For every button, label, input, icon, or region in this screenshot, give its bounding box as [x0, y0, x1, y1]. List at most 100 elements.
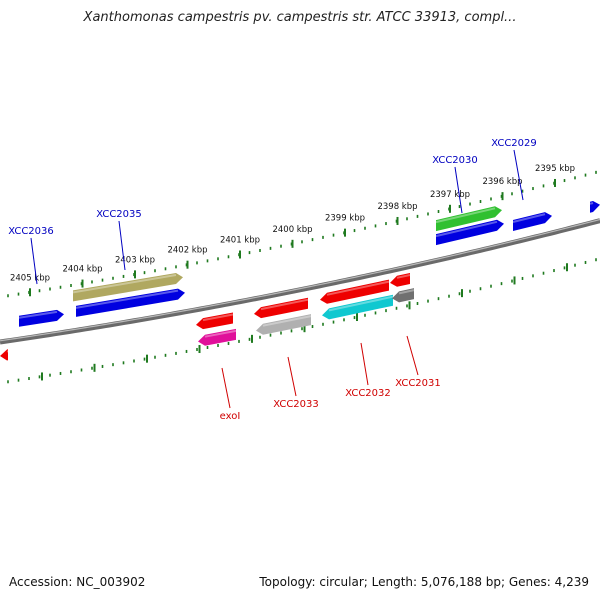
lower-ruler-major-tick [356, 313, 358, 322]
lower-ruler-minor-tick [259, 335, 261, 339]
gene-arrow-red-shine [260, 298, 309, 311]
upper-ruler-minor-tick [70, 284, 72, 288]
lower-ruler-minor-tick [280, 331, 282, 335]
lower-ruler-minor-tick [395, 306, 398, 310]
gene-label-xcc2035-leader [118, 220, 126, 271]
lower-ruler-minor-tick [374, 311, 377, 315]
upper-ruler-minor-tick [437, 210, 440, 214]
upper-ruler-minor-tick [280, 244, 282, 248]
gene-label-xcc2033[interactable]: XCC2033 [273, 399, 319, 410]
upper-ruler-minor-tick [332, 233, 335, 237]
gene-label-xcc2035[interactable]: XCC2035 [96, 209, 142, 220]
gene-arrow-dark-grey-shine [398, 289, 415, 295]
upper-ruler-major-tick [449, 204, 451, 213]
lower-ruler-major-tick [146, 354, 148, 363]
lower-ruler-minor-tick [532, 274, 534, 278]
lower-ruler-minor-tick [206, 345, 209, 349]
gene-arrow-red-body [196, 312, 233, 330]
chromosome-backbone [0, 218, 600, 345]
upper-ruler-minor-tick [584, 173, 587, 177]
gene-label-xcc2036[interactable]: XCC2036 [8, 226, 54, 237]
gene-label-exoi[interactable]: exoI [220, 411, 241, 422]
lower-ruler-minor-tick [59, 371, 62, 375]
upper-ruler-minor-tick [374, 224, 377, 228]
gene-arrow-blue[interactable] [18, 309, 64, 327]
gene-label-xcc2031[interactable]: XCC2031 [395, 378, 441, 389]
gene-label-xcc2029[interactable]: XCC2029 [491, 138, 537, 149]
lower-ruler-minor-tick [584, 260, 587, 264]
gene-arrow-green[interactable] [435, 206, 502, 232]
upper-ruler-minor-tick [217, 257, 219, 261]
upper-ruler-minor-tick [49, 287, 51, 291]
lower-ruler-major-tick [566, 263, 568, 272]
upper-ruler-major-tick [554, 178, 556, 187]
gene-arrow-red[interactable] [254, 297, 309, 319]
gene-arrow-red-shine [396, 274, 411, 279]
upper-ruler-minor-tick [227, 255, 230, 259]
lower-ruler-minor-tick [511, 279, 513, 283]
gene-arrow-red-shine [326, 280, 390, 296]
chromosome-backbone-highlight [0, 218, 600, 342]
lower-ruler-minor-tick [427, 299, 429, 303]
upper-ruler-minor-tick [521, 189, 524, 193]
gene-label-exoi-leader [221, 367, 231, 409]
lower-ruler-minor-tick [364, 313, 366, 317]
lower-ruler-minor-tick [175, 351, 177, 355]
gene-arrow-blue[interactable] [512, 212, 552, 231]
lower-ruler-minor-tick [164, 353, 167, 357]
gene-arrow-blue-body [76, 288, 185, 317]
gene-label-xcc2036-leader [30, 237, 38, 285]
gene-arrow-blue-body [513, 212, 552, 231]
lower-ruler-minor-tick [70, 370, 72, 374]
gene-label-xcc2032[interactable]: XCC2032 [345, 388, 391, 399]
lower-ruler-minor-tick [28, 377, 30, 381]
upper-ruler-minor-tick [479, 200, 482, 204]
lower-ruler-minor-tick [385, 309, 387, 313]
lower-ruler-minor-tick [269, 333, 272, 337]
gene-arrow-cyan-body [322, 294, 393, 320]
lower-ruler-major-tick [461, 289, 463, 298]
upper-ruler-minor-tick [59, 285, 62, 289]
gene-arrow-olive[interactable] [72, 273, 183, 302]
lower-ruler-major-tick [408, 301, 411, 310]
gene-arrow-grey[interactable] [256, 314, 312, 335]
gene-arrow-red[interactable] [196, 312, 234, 330]
lower-ruler-minor-tick [416, 302, 419, 306]
gene-arrow-pink[interactable] [198, 328, 237, 346]
gene-arrow-blue-shine [18, 310, 58, 319]
upper-ruler-minor-tick [196, 261, 198, 265]
lower-ruler-major-tick [303, 324, 306, 333]
gene-label-xcc2032-leader [360, 342, 369, 386]
gene-label-xcc2031-leader [406, 335, 419, 376]
gene-arrow-blue[interactable] [75, 288, 185, 317]
lower-ruler-minor-tick [248, 337, 251, 341]
lower-ruler-minor-tick [38, 375, 41, 379]
lower-ruler-minor-tick [490, 284, 492, 288]
ruler-label: 2400 kbp [272, 225, 312, 235]
gene-label-xcc2030[interactable]: XCC2030 [432, 155, 478, 166]
lower-ruler-minor-tick [196, 347, 198, 351]
gene-arrow-red[interactable] [320, 279, 390, 304]
upper-ruler-major-tick [501, 192, 504, 201]
gene-arrow-blue[interactable] [435, 219, 504, 246]
gene-arrow-green-body [436, 206, 502, 232]
upper-ruler-minor-tick [563, 179, 566, 183]
lower-ruler-minor-tick [112, 363, 114, 367]
upper-ruler-minor-tick [112, 276, 114, 280]
upper-ruler-minor-tick [175, 265, 177, 269]
upper-ruler-minor-tick [154, 269, 156, 273]
gene-arrow-cyan[interactable] [322, 294, 394, 320]
gene-arrow-cyan-shine [328, 295, 394, 312]
gene-arrow-blue[interactable] [589, 201, 600, 213]
ruler-label: 2396 kbp [482, 177, 522, 187]
lower-ruler-minor-tick [595, 258, 597, 262]
gene-label-xcc2030-leader [454, 166, 463, 214]
gene-arrow-dark-grey[interactable] [392, 288, 415, 303]
gene-arrow-red[interactable] [0, 349, 9, 361]
gene-arrow-pink-shine [204, 329, 237, 338]
upper-ruler-major-tick [239, 250, 241, 259]
gene-arrow-red[interactable] [390, 273, 411, 287]
lower-ruler-minor-tick [406, 304, 408, 308]
ruler-label: 2395 kbp [535, 164, 575, 174]
